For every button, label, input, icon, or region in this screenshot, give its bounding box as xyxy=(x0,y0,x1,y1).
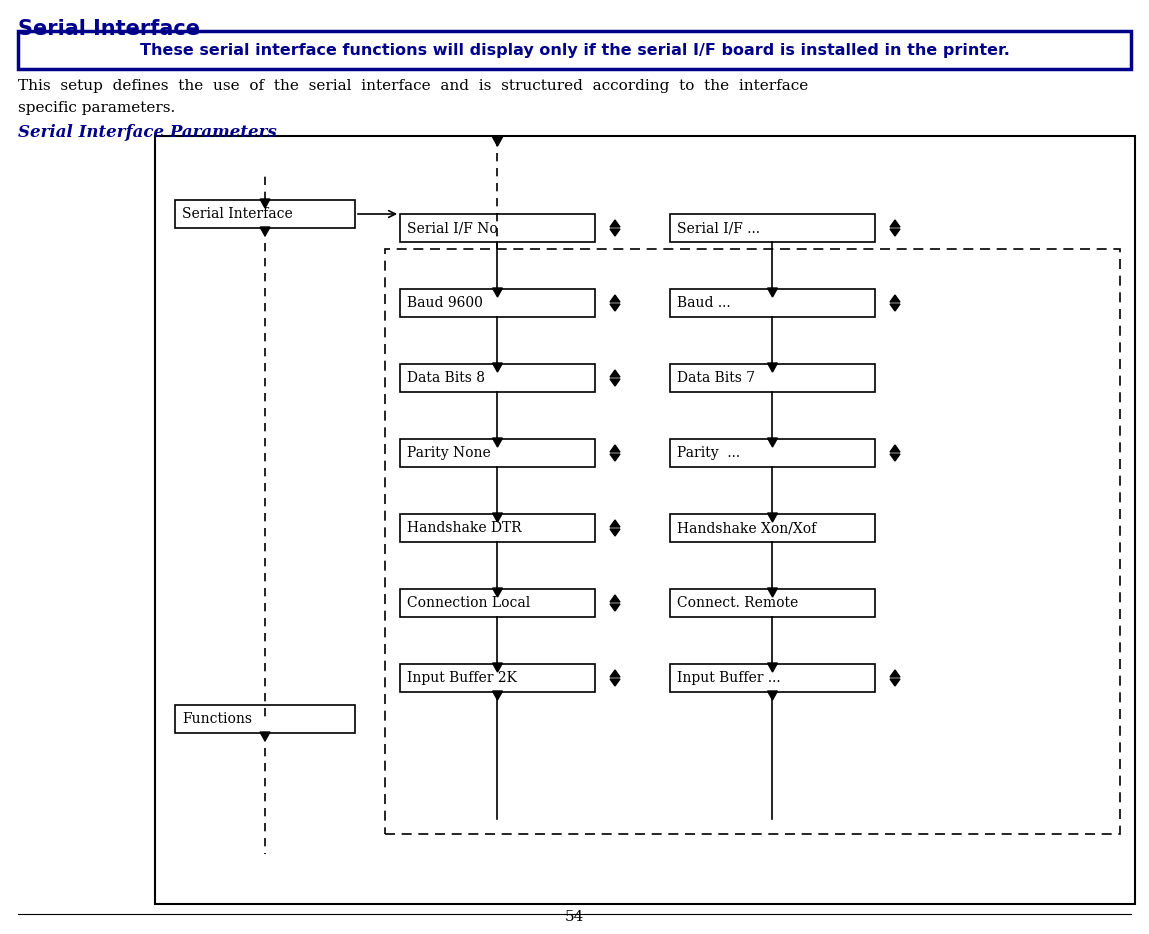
Polygon shape xyxy=(610,229,620,236)
Text: Input Buffer ...: Input Buffer ... xyxy=(677,671,780,685)
Polygon shape xyxy=(610,529,620,536)
Polygon shape xyxy=(260,732,270,741)
Polygon shape xyxy=(610,304,620,311)
Polygon shape xyxy=(890,454,900,461)
Text: Serial Interface Parameters: Serial Interface Parameters xyxy=(18,124,277,141)
Polygon shape xyxy=(610,604,620,611)
Polygon shape xyxy=(768,288,778,297)
Text: Data Bits 8: Data Bits 8 xyxy=(407,371,485,385)
Polygon shape xyxy=(610,670,620,677)
Bar xyxy=(670,589,876,617)
Polygon shape xyxy=(890,220,900,227)
Polygon shape xyxy=(610,454,620,461)
Text: Connection Local: Connection Local xyxy=(407,596,530,610)
Polygon shape xyxy=(768,588,778,597)
Bar xyxy=(670,664,876,692)
Polygon shape xyxy=(610,379,620,386)
Text: Parity None: Parity None xyxy=(407,446,491,460)
Polygon shape xyxy=(493,513,502,522)
Text: specific parameters.: specific parameters. xyxy=(18,101,176,115)
Bar xyxy=(18,31,1131,69)
Polygon shape xyxy=(890,670,900,677)
Polygon shape xyxy=(610,220,620,227)
Polygon shape xyxy=(610,295,620,302)
Polygon shape xyxy=(610,520,620,527)
Polygon shape xyxy=(493,438,502,447)
Bar xyxy=(175,200,355,228)
Polygon shape xyxy=(768,438,778,447)
Polygon shape xyxy=(493,363,502,372)
Text: Handshake DTR: Handshake DTR xyxy=(407,521,522,535)
Bar xyxy=(400,664,595,692)
Polygon shape xyxy=(610,679,620,686)
Text: Serial I/F No: Serial I/F No xyxy=(407,221,498,235)
Text: Parity  ...: Parity ... xyxy=(677,446,740,460)
Bar xyxy=(400,289,595,317)
Bar xyxy=(400,589,595,617)
Bar xyxy=(670,439,876,467)
Bar xyxy=(670,514,876,542)
Polygon shape xyxy=(890,679,900,686)
Text: Baud ...: Baud ... xyxy=(677,296,731,310)
Text: 54: 54 xyxy=(564,910,584,924)
Polygon shape xyxy=(890,229,900,236)
Polygon shape xyxy=(493,663,502,672)
Bar xyxy=(400,514,595,542)
Polygon shape xyxy=(493,588,502,597)
Polygon shape xyxy=(493,288,502,297)
Text: Connect. Remote: Connect. Remote xyxy=(677,596,799,610)
Text: Data Bits 7: Data Bits 7 xyxy=(677,371,755,385)
Polygon shape xyxy=(890,295,900,302)
Polygon shape xyxy=(260,227,270,236)
Polygon shape xyxy=(890,445,900,452)
Polygon shape xyxy=(768,513,778,522)
Text: This  setup  defines  the  use  of  the  serial  interface  and  is  structured : This setup defines the use of the serial… xyxy=(18,79,808,93)
Bar xyxy=(670,289,876,317)
Polygon shape xyxy=(768,663,778,672)
Polygon shape xyxy=(610,595,620,602)
Text: Input Buffer 2K: Input Buffer 2K xyxy=(407,671,517,685)
Polygon shape xyxy=(493,137,502,146)
Text: Serial Interface: Serial Interface xyxy=(18,19,200,39)
Text: Handshake Xon/Xof: Handshake Xon/Xof xyxy=(677,521,816,535)
Polygon shape xyxy=(890,304,900,311)
Bar xyxy=(175,705,355,733)
Bar xyxy=(400,439,595,467)
Text: Serial I/F ...: Serial I/F ... xyxy=(677,221,759,235)
Text: Functions: Functions xyxy=(182,712,252,726)
Bar xyxy=(385,249,1120,834)
Bar xyxy=(670,214,876,242)
Polygon shape xyxy=(768,363,778,372)
Bar xyxy=(400,364,595,392)
Bar xyxy=(670,364,876,392)
Bar xyxy=(155,136,1135,904)
Bar xyxy=(400,214,595,242)
Polygon shape xyxy=(260,199,270,208)
Polygon shape xyxy=(610,445,620,452)
Text: These serial interface functions will display only if the serial I/F board is in: These serial interface functions will di… xyxy=(139,43,1010,58)
Polygon shape xyxy=(610,370,620,377)
Polygon shape xyxy=(768,691,778,700)
Text: Baud 9600: Baud 9600 xyxy=(407,296,483,310)
Polygon shape xyxy=(493,691,502,700)
Text: Serial Interface: Serial Interface xyxy=(182,207,293,221)
